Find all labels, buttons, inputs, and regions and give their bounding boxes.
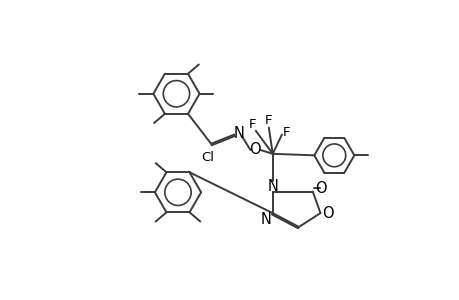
Text: F: F bbox=[282, 126, 290, 139]
Text: O: O bbox=[322, 206, 333, 220]
Text: O: O bbox=[249, 142, 260, 158]
Text: O: O bbox=[314, 181, 325, 196]
Text: F: F bbox=[248, 118, 256, 131]
Text: N: N bbox=[261, 212, 271, 227]
Text: N: N bbox=[233, 125, 244, 140]
Text: Cl: Cl bbox=[201, 151, 214, 164]
Text: N: N bbox=[267, 178, 278, 194]
Text: F: F bbox=[264, 114, 272, 127]
